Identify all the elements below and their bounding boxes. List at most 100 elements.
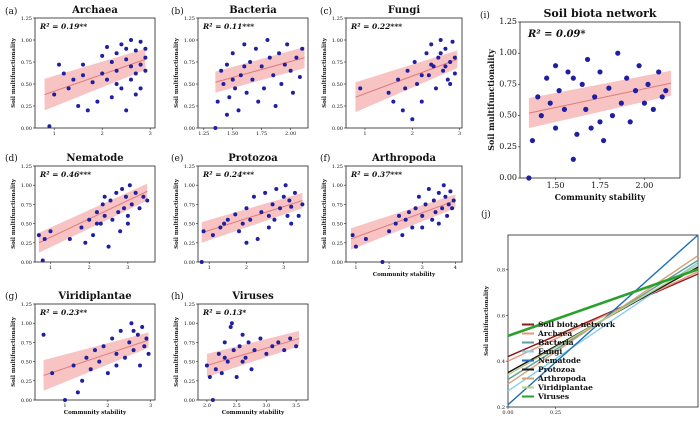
data-point — [279, 82, 284, 86]
data-point — [36, 233, 41, 238]
data-point — [122, 206, 127, 211]
data-point — [246, 340, 251, 345]
data-point — [416, 194, 421, 199]
r2-annotation-e: R² = 0.24*** — [202, 170, 254, 179]
data-point — [129, 64, 133, 69]
data-point — [90, 80, 95, 85]
y-axis-label: Soil multifunctionality — [11, 316, 17, 387]
y-tick-label: 1.00 — [21, 321, 32, 327]
plot-frame-a — [34, 17, 156, 129]
data-point — [438, 51, 443, 56]
y-tick-label: 1.00 — [184, 321, 195, 327]
panel-j: (j) 0.2 0.4 0.6 0.8 0.00 0.25 Soil multifunctio… — [481, 209, 699, 416]
y-tick-label: 1.00 — [332, 183, 343, 189]
y-axis-label: Soil multifunctionality — [484, 285, 490, 356]
data-point — [129, 77, 133, 82]
data-point — [413, 206, 418, 211]
panel-title-d: Nematode — [66, 153, 123, 164]
data-point — [270, 344, 275, 349]
data-point — [452, 71, 457, 76]
data-point — [282, 62, 287, 67]
data-point — [609, 113, 616, 119]
legend-label: Archaea — [537, 329, 572, 338]
data-point — [210, 233, 215, 238]
data-point — [259, 210, 264, 215]
data-point — [350, 233, 355, 238]
y-axis-label: Soil multifunctionality — [174, 178, 180, 249]
data-point — [255, 236, 260, 241]
data-point — [118, 229, 123, 234]
x-tick-label: 3.5 — [292, 403, 300, 409]
data-point — [125, 221, 130, 226]
y-tick-label: 0.25 — [332, 241, 343, 247]
data-point — [266, 213, 271, 218]
x-tick-label: 3 — [126, 265, 129, 271]
data-point — [552, 125, 559, 131]
data-point — [91, 233, 96, 238]
data-point — [106, 244, 111, 249]
data-point — [400, 108, 405, 113]
data-point — [443, 194, 448, 199]
x-axis-label: Community stability — [64, 410, 127, 416]
x-tick-label: 2.00 — [285, 131, 296, 137]
data-point — [105, 77, 109, 82]
data-point — [238, 73, 243, 78]
data-point — [412, 60, 417, 64]
x-tick-label: 3.0 — [262, 403, 270, 409]
data-point — [138, 86, 143, 91]
panel-title-e: Protozoa — [228, 153, 278, 164]
data-point — [419, 99, 424, 104]
data-point — [133, 92, 138, 97]
data-point — [97, 359, 102, 364]
panel-title-h: Viruses — [231, 291, 274, 302]
data-point — [114, 363, 119, 368]
data-point — [61, 71, 66, 76]
data-point — [129, 321, 134, 326]
y-tick-label: 1.00 — [184, 38, 195, 44]
plot-frame-f — [345, 165, 463, 263]
data-point — [244, 206, 249, 211]
confidence-band-a — [44, 48, 146, 111]
y-axis-label: Soil multifunctionality — [322, 178, 328, 249]
data-point — [547, 100, 553, 106]
x-tick-label: 0.00 — [502, 410, 513, 416]
data-point — [219, 68, 224, 73]
y-tick-label: 1.00 — [332, 38, 343, 44]
data-point — [288, 336, 293, 341]
data-point — [624, 75, 630, 81]
data-point — [597, 119, 603, 125]
data-point — [438, 38, 443, 42]
data-point — [42, 236, 47, 241]
confidence-band-f — [350, 194, 456, 250]
y-tick-label: 0.00 — [499, 173, 517, 182]
data-point — [102, 213, 107, 218]
data-point — [225, 217, 230, 222]
plot-frame-h — [197, 303, 309, 401]
data-point — [561, 106, 568, 112]
data-point — [387, 229, 392, 234]
y-tick-label: 1.00 — [184, 183, 195, 189]
data-point — [224, 62, 229, 67]
y-tick-label: 0.50 — [21, 222, 32, 228]
y-tick-label: 0.25 — [184, 379, 195, 385]
data-point — [258, 336, 263, 341]
panel-title-g: Viridiplantae — [57, 291, 131, 302]
data-point — [234, 374, 239, 379]
panel-a: (a) Archaea 0.00 0.25 0.50 0.75 1.00 1.25 1 2 3 Soi… — [5, 5, 156, 137]
y-tick-label: 0.75 — [184, 202, 195, 208]
data-point — [243, 355, 248, 360]
panel-f: (f) Arthropoda 0.00 0.25 0.50 0.75 1.00 1.25 1 2 3… — [320, 153, 463, 278]
data-point — [300, 46, 305, 51]
data-point — [75, 390, 80, 395]
data-point — [141, 194, 146, 199]
data-point — [143, 68, 148, 73]
data-point — [129, 202, 134, 207]
x-tick-label: 2 — [106, 403, 109, 409]
data-point — [67, 236, 72, 241]
data-point — [656, 69, 662, 75]
panel-d: (d) Nematode 0.00 0.25 0.50 0.75 1.00 1.25 1 2 3 So… — [5, 153, 156, 271]
data-point — [222, 340, 227, 345]
data-point — [287, 198, 292, 203]
data-point — [441, 183, 446, 188]
y-tick-label: 0.00 — [332, 260, 343, 266]
